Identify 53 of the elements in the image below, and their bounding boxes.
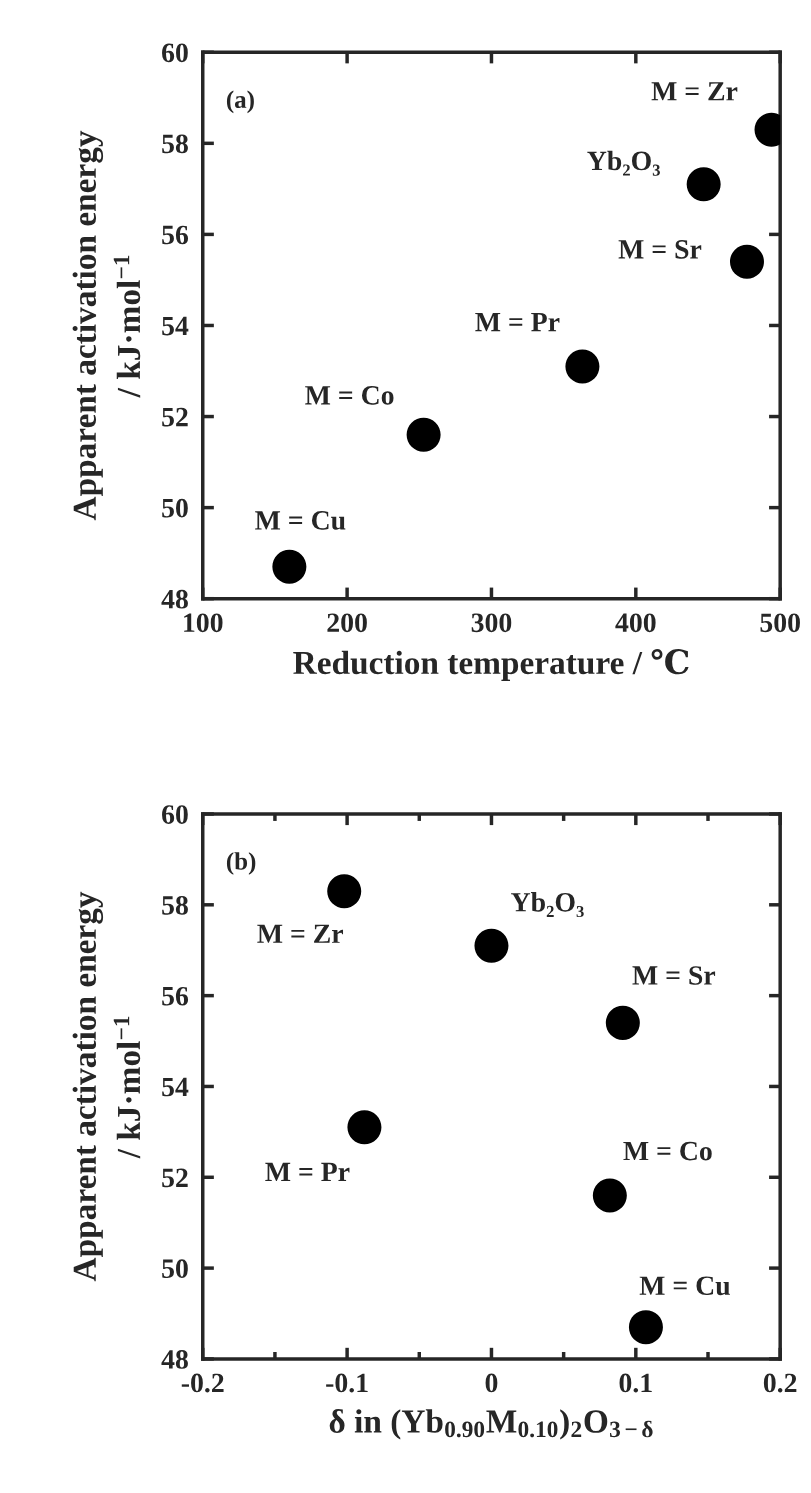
y-tick-label: 56 [162,986,189,1006]
x-tick-label: 100 [184,613,223,633]
annotation: M = Pr [265,1162,350,1182]
annotation: (b) [226,852,256,875]
x-axis-title: Reduction temperature / ℃ [293,648,689,681]
annotation: M = Pr [475,312,560,332]
y-tick-label: 50 [162,1259,188,1279]
annotation: M = Sr [632,966,716,985]
y-tick-label: 48 [161,1350,188,1369]
point [474,928,509,963]
y-axis-title: Apparent activation energy / kJ·mol$^{−1}$ [72,130,141,521]
annotation: M = Sr [618,240,702,259]
y-tick-label: 60 [162,805,188,824]
y-tick-label: 48 [161,589,188,609]
y-tick-label: 52 [162,1168,188,1188]
annotation: Yb₂O₃ [587,150,660,176]
point [605,1005,640,1040]
point [565,349,600,384]
y-tick-label: 58 [162,895,188,915]
x-tick-label: 400 [615,613,656,633]
x-tick-label: 200 [327,613,367,633]
y-tick-label: 50 [162,498,188,518]
annotation: M = Zr [257,924,344,943]
x-tick-label: 500 [760,613,800,633]
point [628,1310,663,1345]
point [347,1110,382,1145]
point [272,549,307,584]
y-tick-label: 54 [162,316,189,336]
annotation: M = Cu [639,1276,730,1296]
point [406,417,441,452]
annotation: M = Co [305,386,394,405]
x-tick-label: -0.2 [181,1373,224,1393]
point [592,1178,627,1213]
annotation: Yb₂O₃ [511,892,584,918]
y-tick-label: 54 [162,1077,189,1097]
y-axis-title: Apparent activation energy / kJ·mol$^{−1}$ [72,891,141,1282]
x-tick-label: 0.1 [619,1373,652,1393]
y-tick-label: 56 [162,225,189,245]
annotation: M = Co [623,1141,712,1161]
x-tick-label: -0.1 [326,1373,368,1393]
x-tick-label: 0.2 [763,1373,797,1393]
point [686,167,721,202]
annotation: M = Zr [651,82,738,101]
x-axis-title: δ in (Yb$_{0.90}$M$_{0.10}$)$_{2}$O$_{3−δ}$ [329,1409,653,1440]
y-tick-label: 52 [162,407,188,427]
x-tick-label: 0 [485,1373,498,1393]
annotation: M = Cu [255,511,346,530]
y-tick-label: 58 [162,134,188,154]
point [327,874,362,909]
x-tick-label: 300 [471,613,512,633]
y-tick-label: 60 [162,43,188,63]
point [729,244,764,279]
annotation: (a) [226,90,254,114]
